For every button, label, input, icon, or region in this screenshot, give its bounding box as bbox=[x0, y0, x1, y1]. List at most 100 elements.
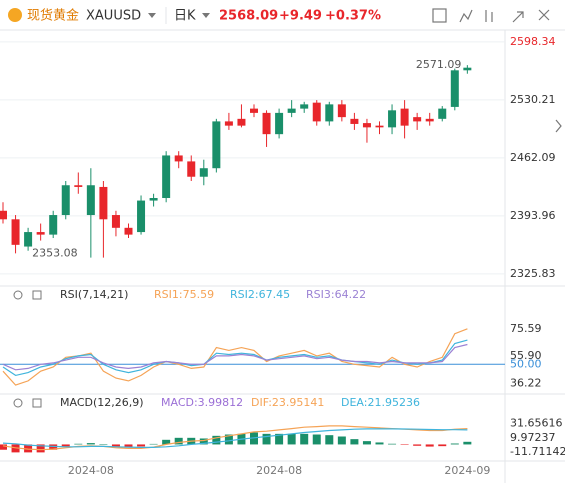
macd-bar bbox=[400, 444, 409, 445]
panel-title: MACD(12,26,9) bbox=[60, 396, 144, 409]
x-tick-label: 2024-08 bbox=[256, 464, 302, 477]
macd-bar bbox=[262, 433, 271, 445]
period[interactable]: 日K bbox=[174, 9, 196, 24]
candle-body bbox=[86, 185, 95, 216]
candle-body bbox=[174, 155, 183, 162]
macd-bar bbox=[287, 433, 296, 445]
candle-button[interactable] bbox=[485, 10, 493, 22]
candle-body bbox=[36, 232, 45, 235]
x-tick-label: 2024-08 bbox=[68, 464, 114, 477]
dropdown[interactable] bbox=[202, 13, 210, 18]
candle-body bbox=[74, 185, 83, 187]
candle-body bbox=[400, 108, 409, 126]
collapse-button[interactable] bbox=[555, 119, 562, 133]
candle-body bbox=[162, 155, 171, 199]
close-button[interactable] bbox=[538, 9, 550, 21]
macd-bar bbox=[362, 441, 371, 445]
settings-button[interactable] bbox=[432, 8, 447, 23]
macd-bar bbox=[450, 443, 459, 445]
macd-bar bbox=[11, 444, 20, 453]
macd-bar bbox=[250, 432, 258, 445]
settings-icon[interactable] bbox=[32, 290, 42, 300]
rsi-line bbox=[2, 343, 468, 371]
y-tick-label: 2598.34 bbox=[510, 35, 556, 48]
legend-entry: DIF:23.95141 bbox=[251, 396, 324, 409]
candle-body bbox=[275, 112, 284, 135]
macd-bar bbox=[49, 444, 58, 450]
change: +9.49 bbox=[279, 9, 322, 24]
symbol[interactable]: XAUUSD bbox=[86, 9, 141, 24]
candle-body bbox=[463, 67, 472, 71]
candle-body bbox=[350, 118, 359, 124]
candle-body bbox=[212, 121, 221, 169]
price: 2568.09 bbox=[219, 9, 278, 24]
legend-entry: RSI2:67.45 bbox=[230, 288, 290, 301]
candle-body bbox=[425, 118, 434, 122]
macd-bar bbox=[350, 439, 359, 445]
macd-bar bbox=[61, 444, 70, 447]
macd-bar bbox=[124, 444, 133, 448]
candle-body bbox=[24, 232, 33, 247]
macd-bar bbox=[137, 444, 146, 447]
macd-bar bbox=[438, 444, 447, 447]
panel-title: RSI(7,14,21) bbox=[60, 288, 128, 301]
macd-bar bbox=[174, 437, 183, 445]
candle-body bbox=[337, 104, 346, 118]
y-tick-label: 75.59 bbox=[510, 322, 542, 335]
candle-body bbox=[237, 118, 246, 126]
candle-body bbox=[111, 215, 120, 228]
max-label: 2571.09 bbox=[416, 58, 462, 71]
candle-body bbox=[413, 117, 422, 122]
candle-body bbox=[99, 186, 108, 220]
macd-bar bbox=[275, 433, 284, 445]
macd-bar bbox=[325, 435, 334, 445]
gold-icon bbox=[8, 8, 22, 22]
expand-button[interactable] bbox=[512, 11, 524, 23]
macd-bar bbox=[425, 444, 434, 447]
candle-body bbox=[312, 102, 321, 122]
change-pct: +0.37% bbox=[325, 9, 381, 24]
macd-bar bbox=[463, 441, 472, 445]
candle-body bbox=[49, 215, 58, 235]
candle-body bbox=[375, 125, 384, 128]
eye-icon[interactable] bbox=[13, 290, 23, 300]
candle-body bbox=[11, 219, 20, 245]
y-tick-label: 2325.83 bbox=[510, 267, 556, 280]
macd-bar bbox=[312, 434, 321, 445]
settings-icon[interactable] bbox=[32, 398, 42, 408]
candle-body bbox=[0, 210, 7, 220]
macd-bar bbox=[212, 435, 221, 445]
y-tick-label: 2462.09 bbox=[510, 151, 556, 164]
legend-entry: DEA:21.95236 bbox=[341, 396, 420, 409]
candle-body bbox=[300, 104, 309, 109]
candle-body bbox=[149, 198, 158, 201]
toolbar bbox=[432, 8, 550, 23]
macd-line bbox=[2, 428, 468, 448]
macd-bar bbox=[337, 436, 346, 445]
candle-body bbox=[61, 185, 70, 216]
macd-bar bbox=[99, 444, 108, 445]
indicator-button[interactable] bbox=[459, 9, 473, 23]
candle-body bbox=[438, 108, 447, 119]
y-tick-label: 2530.21 bbox=[510, 93, 556, 106]
macd-bar bbox=[149, 443, 158, 445]
macd-bar bbox=[74, 443, 83, 445]
candle-body bbox=[388, 110, 397, 128]
candle-body bbox=[187, 161, 196, 177]
candle-body bbox=[325, 104, 334, 122]
candle-body bbox=[137, 200, 146, 233]
legend-entry: RSI1:75.59 bbox=[154, 288, 214, 301]
macd-bar bbox=[36, 444, 45, 453]
dropdown[interactable] bbox=[148, 13, 156, 18]
y-tick-label: -11.71142 bbox=[510, 445, 565, 458]
rsi-line bbox=[2, 339, 468, 377]
macd-bar bbox=[300, 433, 309, 445]
macd-bar bbox=[0, 444, 7, 450]
candle-body bbox=[250, 108, 258, 113]
y-tick-label: 50.00 bbox=[510, 357, 542, 370]
eye-icon[interactable] bbox=[13, 398, 23, 408]
legend-entry: MACD:3.99812 bbox=[161, 396, 243, 409]
macd-bar bbox=[24, 444, 33, 453]
